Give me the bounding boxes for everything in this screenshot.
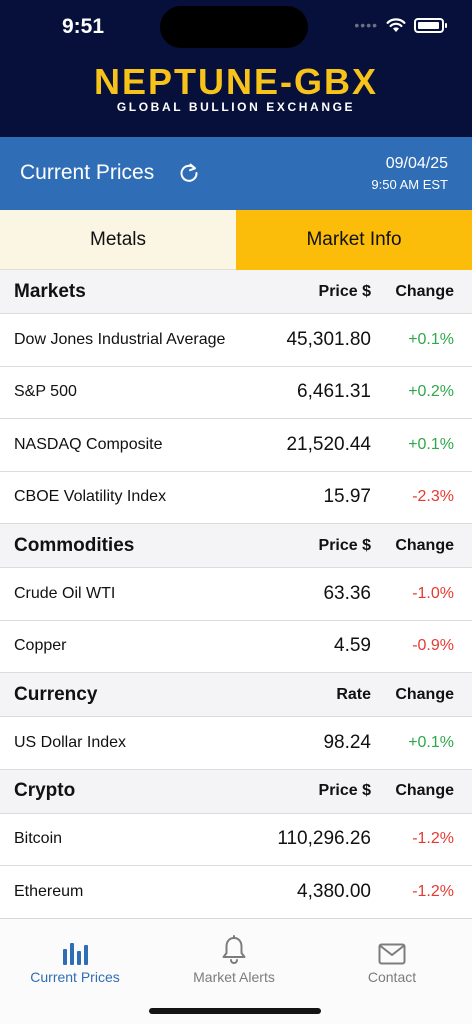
instrument-change: -1.2% — [412, 882, 454, 900]
section-header-markets: Markets Price $ Change — [0, 270, 472, 314]
brand-tagline: GLOBAL BULLION EXCHANGE — [116, 100, 356, 114]
bar-chart-icon — [63, 943, 88, 965]
instrument-price: 6,461.31 — [297, 381, 371, 403]
tab-market-info[interactable]: Market Info — [236, 210, 472, 270]
instrument-change: -1.2% — [412, 830, 454, 848]
instrument-name: CBOE Volatility Index — [14, 488, 167, 506]
wifi-icon — [386, 17, 406, 32]
table-row[interactable]: Bitcoin 110,296.26 -1.2% — [0, 813, 472, 866]
last-updated-time: 9:50 AM EST — [371, 177, 448, 192]
section-header-currency: Currency Rate Change — [0, 673, 472, 717]
instrument-price: 15.97 — [323, 486, 371, 508]
column-header-price: Price $ — [318, 282, 371, 300]
instrument-change: -0.9% — [412, 637, 454, 655]
page-title: Current Prices — [20, 161, 155, 184]
nav-label: Current Prices — [30, 969, 120, 985]
column-header-price: Price $ — [318, 536, 371, 554]
dynamic-island — [160, 6, 308, 48]
instrument-name: US Dollar Index — [14, 733, 127, 751]
last-updated-date: 09/04/25 — [385, 155, 448, 172]
instrument-price: 63.36 — [323, 582, 371, 604]
nav-label: Market Alerts — [193, 969, 275, 985]
table-row[interactable]: Copper 4.59 -0.9% — [0, 620, 472, 673]
table-row[interactable]: Ethereum 4,380.00 -1.2% — [0, 866, 472, 919]
tab-metals[interactable]: Metals — [0, 210, 236, 270]
instrument-change: +0.1% — [408, 435, 454, 453]
table-row[interactable]: Dow Jones Industrial Average 45,301.80 +… — [0, 314, 472, 367]
section-title: Markets — [14, 280, 86, 302]
instrument-change: +0.2% — [408, 383, 454, 401]
envelope-icon — [378, 943, 406, 965]
brand-logo: NEPTUNE-GBX GLOBAL BULLION EXCHANGE — [0, 61, 472, 115]
nav-market-alerts[interactable]: Market Alerts — [155, 933, 313, 985]
instrument-price: 45,301.80 — [286, 328, 371, 350]
bell-icon — [222, 935, 246, 964]
table-row[interactable]: NASDAQ Composite 21,520.44 +0.1% — [0, 419, 472, 472]
instrument-price: 21,520.44 — [286, 433, 371, 455]
instrument-price: 4.59 — [334, 635, 371, 657]
segment-tabs: Metals Market Info — [0, 210, 472, 270]
instrument-name: Copper — [14, 637, 67, 655]
column-header-change: Change — [395, 782, 454, 799]
table-row[interactable]: CBOE Volatility Index 15.97 -2.3% — [0, 471, 472, 524]
instrument-name: Bitcoin — [14, 830, 63, 848]
bottom-tab-bar: Current Prices Market Alerts Contact — [0, 918, 472, 1024]
brand-name: NEPTUNE-GBX — [93, 61, 379, 102]
instrument-price: 4,380.00 — [297, 880, 371, 902]
home-indicator — [149, 1008, 321, 1014]
section-header-commodities: Commodities Price $ Change — [0, 524, 472, 568]
instrument-change: +0.1% — [408, 330, 454, 348]
column-header-change: Change — [395, 536, 454, 554]
instrument-name: NASDAQ Composite — [14, 435, 163, 453]
section-title: Commodities — [14, 534, 135, 556]
nav-current-prices[interactable]: Current Prices — [0, 933, 154, 985]
cellular-signal-icon: •••• — [354, 17, 378, 33]
table-row[interactable]: S&P 500 6,461.31 +0.2% — [0, 366, 472, 419]
title-bar: Current Prices 09/04/25 9:50 AM EST — [0, 137, 472, 210]
table-row[interactable]: Crude Oil WTI 63.36 -1.0% — [0, 568, 472, 621]
section-title: Crypto — [14, 780, 76, 801]
instrument-change: -2.3% — [412, 488, 454, 506]
nav-label: Contact — [367, 969, 417, 985]
refresh-icon[interactable] — [178, 162, 200, 184]
instrument-change: -1.0% — [412, 584, 454, 602]
column-header-change: Change — [395, 282, 454, 300]
column-header-rate: Rate — [336, 685, 371, 703]
price-table: Markets Price $ Change Dow Jones Industr… — [0, 270, 472, 919]
app-header: 9:51 •••• NEPTUNE-GBX GLOBAL BULLION EXC… — [0, 0, 472, 137]
instrument-name: S&P 500 — [14, 383, 77, 401]
column-header-price: Price $ — [318, 782, 371, 799]
section-header-crypto: Crypto Price $ Change — [0, 769, 472, 814]
instrument-change: +0.1% — [408, 733, 454, 751]
instrument-price: 110,296.26 — [277, 828, 371, 850]
instrument-price: 98.24 — [323, 731, 371, 753]
section-title: Currency — [14, 683, 98, 705]
instrument-name: Ethereum — [14, 882, 84, 900]
status-bar-time: 9:51 — [62, 15, 105, 38]
instrument-name: Dow Jones Industrial Average — [14, 330, 226, 348]
column-header-change: Change — [395, 685, 454, 703]
battery-icon — [414, 17, 447, 33]
status-bar-indicators: •••• — [354, 17, 447, 33]
instrument-name: Crude Oil WTI — [14, 584, 116, 602]
nav-contact[interactable]: Contact — [313, 933, 471, 985]
table-row[interactable]: US Dollar Index 98.24 +0.1% — [0, 717, 472, 770]
